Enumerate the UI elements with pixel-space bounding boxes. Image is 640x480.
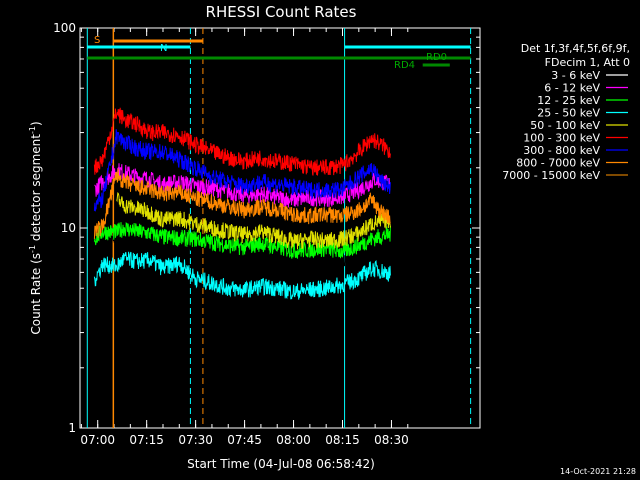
legend-label-1: 6 - 12 keV — [544, 82, 600, 95]
x-tick-label: 08:15 — [325, 433, 360, 447]
y-tick-label: 10 — [61, 221, 76, 235]
series-line-3 — [93, 251, 391, 300]
legend-header-2: FDecim 1, Att 0 — [545, 56, 630, 69]
y-tick-label: 100 — [53, 21, 76, 35]
legend-label-6: 300 - 800 keV — [523, 144, 600, 157]
marker-label-n: N — [160, 43, 167, 54]
legend: Det 1f,3f,4f,5f,6f,9f, FDecim 1, Att 0 3… — [502, 42, 630, 182]
chart-title: RHESSI Count Rates — [206, 3, 357, 21]
series-line-1 — [94, 163, 391, 208]
series-line-5 — [93, 107, 391, 176]
x-tick-label: 08:30 — [374, 433, 409, 447]
legend-label-8: 7000 - 15000 keV — [502, 169, 600, 182]
legend-label-0: 3 - 6 keV — [551, 69, 600, 82]
x-tick-labels: 07:00 07:15 07:30 07:45 08:00 08:15 08:30 — [80, 433, 408, 447]
plot-area: S N RD0 RD4 — [79, 27, 481, 429]
legend-header-1: Det 1f,3f,4f,5f,6f,9f, — [521, 42, 630, 55]
x-axis-label: Start Time (04-Jul-08 06:58:42) — [187, 457, 375, 471]
series-line-7 — [93, 168, 391, 239]
legend-label-7: 800 - 7000 keV — [516, 157, 600, 170]
axis-ticks — [80, 27, 480, 429]
attenuator-markers: S N RD0 RD4 — [86, 28, 472, 428]
legend-label-2: 12 - 25 keV — [537, 94, 600, 107]
generation-timestamp: 14-Oct-2021 21:28 — [560, 467, 636, 476]
y-tick-label: 1 — [68, 421, 76, 435]
y-tick-labels: 1 10 100 — [53, 21, 76, 435]
x-tick-label: 07:45 — [227, 433, 262, 447]
series-line-6 — [93, 129, 391, 212]
series-line-2 — [93, 221, 391, 259]
legend-label-4: 50 - 100 keV — [530, 119, 600, 132]
x-tick-label: 07:30 — [178, 433, 213, 447]
legend-label-3: 25 - 50 keV — [537, 107, 600, 120]
marker-label-s: S — [94, 35, 100, 46]
marker-label-rd4: RD4 — [394, 60, 415, 71]
marker-label-rd0: RD0 — [426, 52, 447, 63]
x-tick-label: 08:00 — [276, 433, 311, 447]
y-axis-label: Count Rate (s-1 detector segment-1) — [28, 121, 43, 334]
x-tick-label: 07:00 — [80, 433, 115, 447]
x-tick-label: 07:15 — [129, 433, 164, 447]
series-line-4 — [116, 192, 391, 250]
series-group — [93, 107, 391, 300]
legend-label-5: 100 - 300 keV — [523, 132, 600, 145]
